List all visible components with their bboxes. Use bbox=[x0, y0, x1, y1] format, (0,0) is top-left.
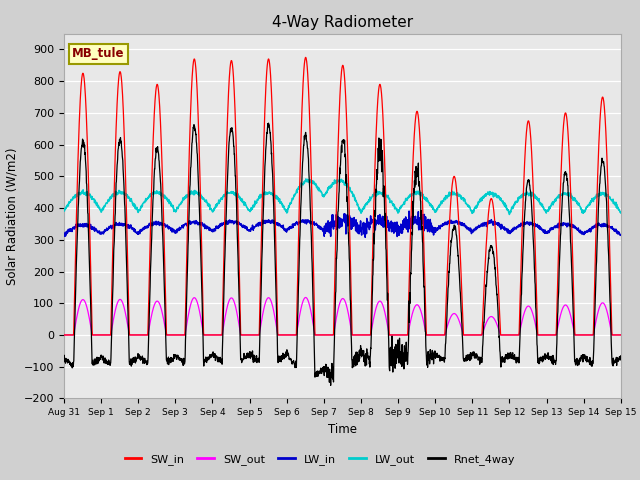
Legend: SW_in, SW_out, LW_in, LW_out, Rnet_4way: SW_in, SW_out, LW_in, LW_out, Rnet_4way bbox=[120, 450, 520, 469]
Text: MB_tule: MB_tule bbox=[72, 48, 125, 60]
X-axis label: Time: Time bbox=[328, 423, 357, 436]
Y-axis label: Solar Radiation (W/m2): Solar Radiation (W/m2) bbox=[5, 147, 18, 285]
Title: 4-Way Radiometer: 4-Way Radiometer bbox=[272, 15, 413, 30]
